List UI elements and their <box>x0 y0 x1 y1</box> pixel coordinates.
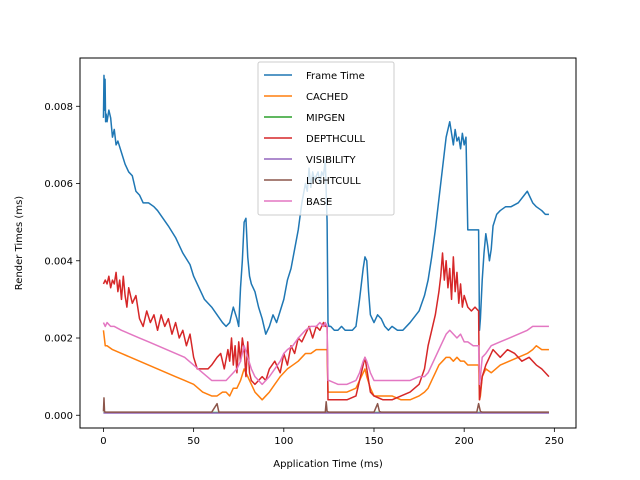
x-tick-label: 200 <box>455 436 474 447</box>
x-axis-ticks: 0 50 100 150 200 250 <box>100 428 564 447</box>
legend-label: Frame Time <box>306 71 365 82</box>
y-tick-label: 0.008 <box>44 102 73 113</box>
plot-lines <box>102 74 550 414</box>
x-tick-label: 250 <box>545 436 564 447</box>
y-tick-label: 0.002 <box>44 334 73 345</box>
series-line-depthcull <box>102 252 550 401</box>
x-tick-label: 100 <box>274 436 293 447</box>
x-tick-label: 50 <box>187 436 200 447</box>
legend-label: VISIBILITY <box>306 155 357 166</box>
series-line-base <box>102 321 549 386</box>
y-axis-ticks: 0.000 0.002 0.004 0.006 0.008 <box>44 102 80 422</box>
legend-label: DEPTHCULL <box>306 134 366 145</box>
legend: Frame Time CACHED MIPGEN DEPTHCULL VISIBILIT… <box>257 61 395 216</box>
x-axis-label: Application Time (ms) <box>273 459 383 470</box>
x-tick-label: 150 <box>364 436 383 447</box>
y-tick-label: 0.004 <box>44 256 73 267</box>
legend-label: CACHED <box>306 92 348 103</box>
x-tick-label: 0 <box>100 436 106 447</box>
y-axis-label: Render Times (ms) <box>14 196 25 290</box>
legend-label: BASE <box>306 197 332 208</box>
legend-label: LIGHTCULL <box>306 176 361 187</box>
y-tick-label: 0.000 <box>44 411 73 422</box>
legend-label: MIPGEN <box>306 113 345 124</box>
legend-box <box>257 61 395 216</box>
series-line-lightcull <box>102 397 549 413</box>
axes-frame <box>79 57 577 429</box>
y-tick-label: 0.006 <box>44 179 73 190</box>
